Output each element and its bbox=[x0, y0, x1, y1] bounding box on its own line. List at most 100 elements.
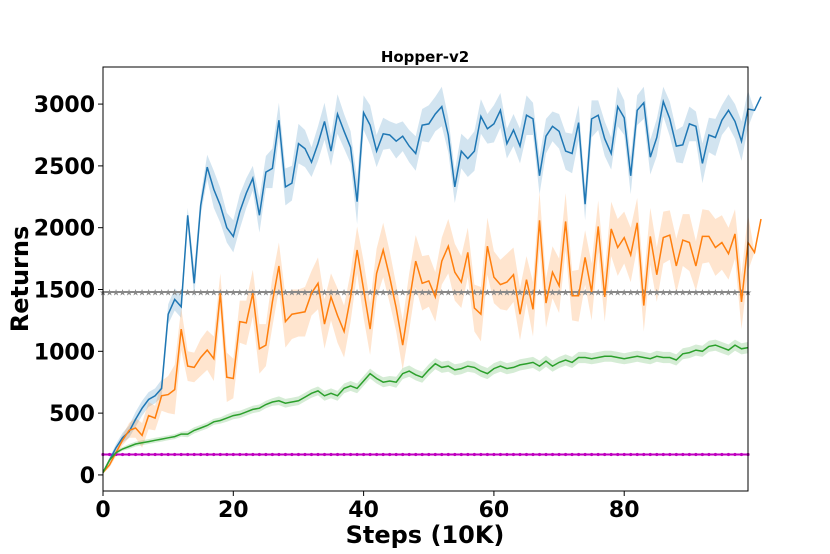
gray-baseline-marker: ★ bbox=[412, 288, 420, 298]
magenta-baseline-marker bbox=[264, 452, 268, 457]
magenta-baseline-marker bbox=[316, 452, 320, 457]
magenta-baseline-marker bbox=[642, 452, 646, 457]
magenta-baseline-marker bbox=[375, 452, 379, 457]
magenta-baseline-marker bbox=[459, 452, 463, 457]
gray-baseline-marker: ★ bbox=[392, 288, 400, 298]
gray-baseline-marker: ★ bbox=[171, 288, 179, 298]
gray-baseline-marker: ★ bbox=[210, 288, 218, 298]
magenta-baseline-marker bbox=[616, 452, 620, 457]
magenta-baseline-marker bbox=[485, 452, 489, 457]
magenta-baseline-marker bbox=[505, 452, 509, 457]
gray-baseline-marker: ★ bbox=[405, 288, 413, 298]
magenta-baseline-marker bbox=[173, 452, 177, 457]
gray-baseline-marker: ★ bbox=[588, 288, 596, 298]
magenta-baseline-marker bbox=[120, 452, 125, 457]
gray-baseline-marker: ★ bbox=[197, 288, 205, 298]
gray-baseline-marker: ★ bbox=[386, 288, 394, 298]
x-tick-label: 40 bbox=[348, 498, 379, 523]
gray-baseline-marker: ★ bbox=[672, 288, 680, 298]
gray-baseline-marker: ★ bbox=[366, 288, 374, 298]
gray-baseline-marker: ★ bbox=[132, 288, 140, 298]
magenta-baseline-marker bbox=[557, 452, 561, 457]
x-tick-label: 20 bbox=[218, 498, 249, 523]
series-blue-line bbox=[102, 96, 762, 473]
gray-baseline-marker: ★ bbox=[281, 288, 289, 298]
y-tick-label: 2500 bbox=[34, 155, 95, 180]
gray-baseline-marker: ★ bbox=[425, 288, 433, 298]
magenta-baseline-marker bbox=[270, 452, 274, 457]
magenta-baseline-marker bbox=[733, 452, 737, 457]
magenta-baseline-marker bbox=[674, 452, 678, 457]
gray-baseline-marker: ★ bbox=[327, 288, 335, 298]
gray-baseline-marker: ★ bbox=[535, 288, 543, 298]
magenta-baseline-marker bbox=[720, 452, 724, 457]
gray-baseline-marker: ★ bbox=[294, 288, 302, 298]
magenta-baseline-marker bbox=[511, 452, 516, 457]
gray-baseline-marker: ★ bbox=[679, 288, 687, 298]
gray-baseline-marker: ★ bbox=[633, 288, 641, 298]
gray-baseline-marker: ★ bbox=[353, 288, 361, 298]
magenta-baseline-marker bbox=[244, 452, 248, 457]
magenta-baseline-marker bbox=[531, 452, 535, 457]
gray-baseline-marker: ★ bbox=[698, 288, 706, 298]
gray-baseline-marker: ★ bbox=[223, 288, 231, 298]
magenta-baseline-marker bbox=[238, 452, 242, 457]
x-axis-ticks: 0 20 40 60 80 bbox=[95, 491, 640, 523]
plot-frame bbox=[102, 66, 749, 492]
y-tick-label: 3000 bbox=[34, 93, 95, 118]
magenta-baseline-marker bbox=[427, 452, 431, 457]
magenta-baseline-marker bbox=[107, 452, 112, 457]
gray-baseline-marker: ★ bbox=[314, 288, 322, 298]
magenta-baseline-marker bbox=[342, 452, 346, 457]
gray-baseline-marker: ★ bbox=[145, 288, 153, 298]
gray-baseline-marker: ★ bbox=[685, 288, 693, 298]
gray-baseline-marker: ★ bbox=[646, 288, 654, 298]
magenta-baseline-marker bbox=[420, 452, 424, 457]
gray-baseline-marker: ★ bbox=[692, 288, 700, 298]
y-tick-label: 1000 bbox=[34, 340, 95, 365]
gray-baseline-marker: ★ bbox=[268, 288, 276, 298]
gray-baseline-marker: ★ bbox=[373, 288, 381, 298]
magenta-baseline-marker bbox=[290, 452, 294, 457]
magenta-baseline-marker bbox=[687, 452, 691, 457]
gray-baseline-marker: ★ bbox=[620, 288, 628, 298]
x-axis-label: Steps (10K) bbox=[346, 521, 505, 549]
magenta-baseline-marker bbox=[179, 452, 183, 457]
gray-baseline-marker: ★ bbox=[236, 288, 244, 298]
gray-baseline-marker: ★ bbox=[522, 288, 530, 298]
magenta-baseline-marker bbox=[570, 452, 574, 457]
gray-baseline-marker: ★ bbox=[496, 288, 504, 298]
gray-baseline-marker: ★ bbox=[164, 288, 172, 298]
y-tick-label: 0 bbox=[80, 464, 95, 489]
gray-baseline-marker: ★ bbox=[705, 288, 713, 298]
magenta-baseline-marker bbox=[133, 452, 138, 457]
magenta-baseline-marker bbox=[609, 452, 613, 457]
magenta-baseline-marker bbox=[355, 452, 359, 457]
magenta-baseline-marker bbox=[309, 452, 314, 457]
magenta-baseline-marker bbox=[322, 452, 327, 457]
magenta-baseline-marker bbox=[348, 452, 353, 457]
gray-baseline-marker: ★ bbox=[320, 288, 328, 298]
magenta-baseline-marker bbox=[583, 452, 587, 457]
gray-baseline-marker: ★ bbox=[640, 288, 648, 298]
magenta-baseline-marker bbox=[231, 452, 235, 457]
magenta-baseline-marker bbox=[218, 452, 222, 457]
magenta-baseline-marker bbox=[726, 452, 731, 457]
gray-baseline-marker: ★ bbox=[184, 288, 192, 298]
magenta-baseline-marker bbox=[550, 452, 555, 457]
gray-baseline-marker: ★ bbox=[614, 288, 622, 298]
magenta-baseline-marker bbox=[446, 452, 450, 457]
gray-baseline-marker: ★ bbox=[105, 288, 113, 298]
magenta-baseline-marker bbox=[492, 452, 496, 457]
gray-baseline-marker: ★ bbox=[444, 288, 452, 298]
gray-baseline-marker: ★ bbox=[555, 288, 563, 298]
y-axis-ticks: 0 500 1000 1500 2000 2500 3000 bbox=[34, 93, 103, 489]
magenta-baseline-marker bbox=[739, 452, 744, 457]
gray-baseline-marker: ★ bbox=[151, 288, 159, 298]
gray-baseline-marker: ★ bbox=[464, 288, 472, 298]
magenta-baseline-marker bbox=[407, 452, 411, 457]
gray-baseline-marker: ★ bbox=[119, 288, 127, 298]
magenta-baseline-marker bbox=[186, 452, 190, 457]
gray-baseline-marker: ★ bbox=[275, 288, 283, 298]
